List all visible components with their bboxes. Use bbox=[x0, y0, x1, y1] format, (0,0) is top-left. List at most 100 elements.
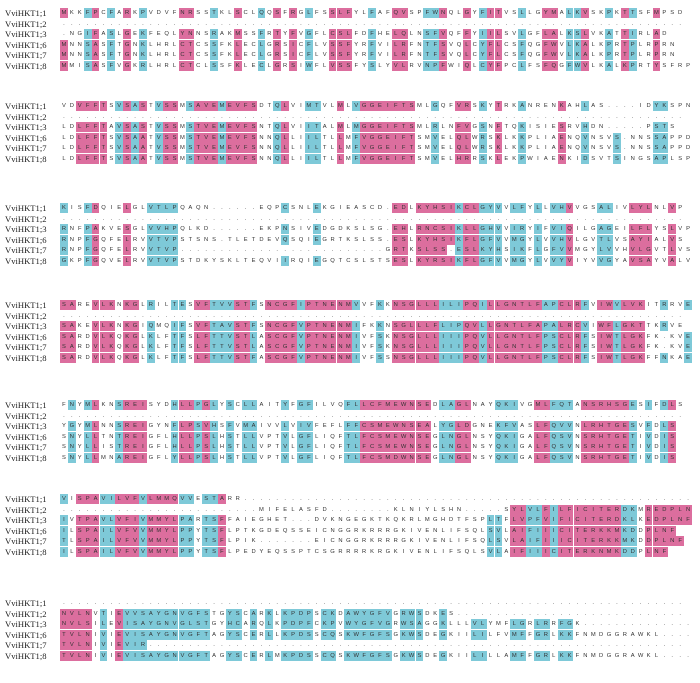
residue: N bbox=[447, 431, 455, 442]
residue: T bbox=[605, 421, 613, 431]
residue: Y bbox=[354, 52, 359, 58]
residue: E bbox=[391, 203, 400, 213]
sequence-name: VviHKT1;2 bbox=[5, 111, 47, 122]
residue: K bbox=[399, 629, 408, 640]
residue: D bbox=[164, 402, 169, 408]
gap: . bbox=[671, 621, 674, 627]
residue: H bbox=[431, 234, 440, 245]
residue: S bbox=[304, 650, 313, 661]
residue: L bbox=[591, 41, 595, 48]
residue: N bbox=[60, 608, 68, 619]
residue: T bbox=[628, 8, 637, 18]
residue: C bbox=[233, 619, 242, 629]
residue: T bbox=[99, 153, 108, 164]
residue: V bbox=[362, 333, 367, 340]
residue: S bbox=[101, 62, 106, 69]
residue: V bbox=[449, 52, 453, 58]
residue: L bbox=[402, 506, 406, 513]
residue: A bbox=[186, 515, 195, 525]
residue: S bbox=[60, 342, 68, 352]
gap: . bbox=[134, 600, 136, 606]
residue: I bbox=[402, 548, 405, 555]
residue: E bbox=[117, 236, 122, 243]
residue: L bbox=[462, 400, 471, 410]
residue: S bbox=[83, 619, 92, 629]
alignment-row: VviHKT1;8 S N Y L L M N A R E I G F L Y L L P S L H S T L L V P T V L G… bbox=[0, 452, 700, 463]
residue: W bbox=[352, 650, 361, 661]
residue: V bbox=[202, 421, 211, 431]
residue: L bbox=[186, 452, 195, 463]
residue: D bbox=[267, 527, 272, 534]
gap: . bbox=[331, 20, 334, 27]
residue: Y bbox=[423, 255, 432, 266]
gap: . bbox=[521, 215, 523, 222]
residue: M bbox=[218, 122, 226, 132]
residue: S bbox=[180, 257, 185, 264]
gap: . bbox=[236, 215, 239, 222]
residue: N bbox=[685, 103, 691, 109]
residue: E bbox=[109, 621, 114, 627]
residue: Q bbox=[470, 331, 479, 342]
residue: L bbox=[70, 548, 74, 555]
residue: I bbox=[60, 546, 68, 557]
residue: L bbox=[544, 205, 548, 211]
residue: I bbox=[352, 352, 361, 363]
sequence-name: VviHKT1;2 bbox=[5, 310, 47, 321]
residue: K bbox=[370, 517, 374, 523]
residue: Y bbox=[488, 433, 493, 440]
residue: G bbox=[186, 629, 195, 640]
gap: . bbox=[608, 642, 610, 648]
residue: E bbox=[225, 122, 234, 132]
residue: S bbox=[202, 431, 211, 442]
gap: . bbox=[308, 517, 310, 523]
residue: I bbox=[391, 132, 400, 143]
gap: . bbox=[481, 20, 484, 27]
residue: F bbox=[289, 352, 297, 363]
residue: V bbox=[322, 52, 327, 58]
residue: T bbox=[202, 619, 211, 629]
residue: N bbox=[60, 619, 68, 629]
residue: N bbox=[320, 342, 329, 352]
gap: . bbox=[244, 412, 247, 419]
residue: L bbox=[496, 652, 501, 659]
residue: H bbox=[399, 224, 408, 234]
residue: G bbox=[472, 124, 477, 130]
gap: . bbox=[142, 506, 144, 513]
gap: . bbox=[292, 412, 294, 419]
residue: T bbox=[60, 536, 68, 546]
gap: . bbox=[300, 412, 302, 419]
residue: K bbox=[660, 101, 669, 111]
gap: . bbox=[584, 610, 587, 617]
residue: L bbox=[439, 431, 448, 442]
residue: T bbox=[115, 431, 124, 442]
residue: V bbox=[148, 10, 153, 16]
residue: R bbox=[164, 52, 169, 58]
residue: F bbox=[368, 8, 376, 18]
residue: V bbox=[297, 331, 305, 342]
residue: S bbox=[139, 122, 147, 132]
gap: . bbox=[473, 20, 476, 27]
gap: . bbox=[71, 113, 73, 120]
residue: K bbox=[344, 629, 353, 640]
residue: V bbox=[494, 224, 503, 234]
residue: N bbox=[69, 236, 74, 243]
gap: . bbox=[568, 642, 571, 648]
residue: Y bbox=[652, 60, 661, 71]
residue: C bbox=[573, 321, 582, 331]
residue: I bbox=[624, 155, 626, 162]
gap: . bbox=[537, 642, 539, 648]
residue: P bbox=[462, 300, 471, 310]
gap: . bbox=[489, 312, 492, 319]
residue: L bbox=[99, 331, 108, 342]
residue: T bbox=[273, 29, 282, 39]
residue: S bbox=[233, 300, 242, 310]
gap: . bbox=[631, 496, 634, 502]
residue: I bbox=[131, 629, 139, 640]
gap: . bbox=[505, 600, 508, 606]
residue: E bbox=[251, 257, 256, 264]
residue: K bbox=[233, 60, 242, 71]
gap: . bbox=[608, 124, 610, 130]
residue: P bbox=[194, 400, 203, 410]
